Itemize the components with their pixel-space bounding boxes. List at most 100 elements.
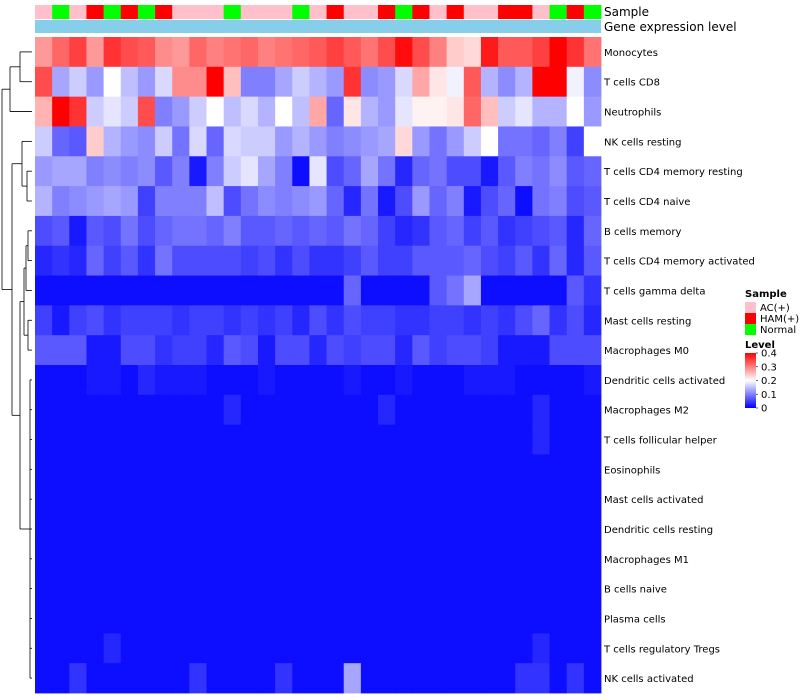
heatmap-cell <box>69 573 87 604</box>
heatmap-cell <box>86 186 105 217</box>
heatmap-cell <box>223 126 242 157</box>
heatmap-cell <box>155 37 173 68</box>
heatmap-cell <box>172 663 190 694</box>
heatmap-cell <box>583 663 602 694</box>
heatmap-cell <box>86 454 105 485</box>
heatmap-cell <box>120 66 139 98</box>
heatmap-cell <box>412 305 430 336</box>
heatmap-cell <box>549 663 568 694</box>
heatmap-cell <box>343 156 362 187</box>
level-legend-title: Level <box>745 340 775 351</box>
heatmap-cell <box>223 215 242 247</box>
heatmap-cell <box>309 215 327 247</box>
sample-annotation-cell <box>326 5 345 19</box>
heatmap-cell <box>120 186 139 217</box>
heatmap-cell <box>137 484 156 515</box>
heatmap-cell <box>446 394 465 426</box>
heatmap-cell <box>120 484 139 515</box>
heatmap-cell <box>412 424 430 455</box>
heatmap-cell <box>223 484 242 515</box>
heatmap-cell <box>223 454 242 485</box>
heatmap-cell <box>566 186 585 217</box>
heatmap-cell <box>52 573 70 604</box>
row-label: Macrophages M2 <box>604 406 689 417</box>
heatmap-cell <box>412 215 430 247</box>
heatmap-cell <box>120 156 139 187</box>
heatmap-cell <box>566 365 585 396</box>
sample-annotation-cell <box>189 5 207 19</box>
heatmap-cell <box>343 66 362 98</box>
heatmap-cell <box>292 514 310 545</box>
heatmap-cell <box>498 186 516 217</box>
heatmap-cell <box>498 245 516 276</box>
heatmap-cell <box>292 186 310 217</box>
heatmap-cell <box>240 186 259 217</box>
heatmap-cell <box>343 275 362 306</box>
heatmap-cell <box>480 543 499 575</box>
heatmap-cell <box>566 603 585 634</box>
heatmap-cell <box>155 514 173 545</box>
heatmap-cell <box>223 96 242 127</box>
heatmap-cell <box>240 96 259 127</box>
heatmap-cell <box>206 573 225 604</box>
heatmap-cell <box>446 663 465 694</box>
heatmap-cell <box>52 663 70 694</box>
heatmap-cell <box>206 305 225 336</box>
heatmap-cell <box>206 394 225 426</box>
level-tick-label: 0.4 <box>761 349 777 360</box>
heatmap-cell <box>240 663 259 694</box>
heatmap-cell <box>223 663 242 694</box>
heatmap-cell <box>549 156 568 187</box>
sample-annotation-cell <box>463 5 482 19</box>
heatmap-cell <box>412 365 430 396</box>
heatmap-cell <box>189 186 207 217</box>
heatmap-cell <box>343 335 362 366</box>
heatmap-cell <box>206 365 225 396</box>
heatmap-cell <box>52 484 70 515</box>
heatmap-cell <box>35 37 53 68</box>
heatmap-cell <box>498 424 516 455</box>
heatmap-cell <box>69 365 87 396</box>
heatmap-cell <box>326 215 345 247</box>
heatmap-cell <box>69 484 87 515</box>
heatmap-cell <box>549 215 568 247</box>
heatmap-cell <box>172 394 190 426</box>
heatmap-cell <box>378 37 396 68</box>
heatmap-cell <box>360 37 379 68</box>
heatmap-cell <box>35 66 53 98</box>
heatmap-cell <box>69 394 87 426</box>
heatmap-cell <box>275 275 293 306</box>
heatmap-cell <box>137 66 156 98</box>
heatmap-cell <box>480 394 499 426</box>
heatmap-cell <box>429 484 448 515</box>
heatmap-cell <box>52 365 70 396</box>
heatmap-cell <box>566 454 585 485</box>
heatmap-cell <box>360 186 379 217</box>
heatmap-cell <box>412 96 430 127</box>
heatmap-cell <box>206 37 225 68</box>
heatmap-cell <box>52 275 70 306</box>
heatmap-cell <box>446 454 465 485</box>
heatmap-cell <box>86 514 105 545</box>
heatmap-cell <box>309 663 327 694</box>
heatmap-cell <box>326 96 345 127</box>
heatmap-cell <box>480 245 499 276</box>
heatmap-cell <box>52 394 70 426</box>
heatmap-cell <box>35 573 53 604</box>
heatmap-cell <box>172 514 190 545</box>
heatmap-cell <box>532 275 550 306</box>
heatmap-cell <box>378 365 396 396</box>
heatmap-cell <box>566 424 585 455</box>
heatmap-cell <box>257 66 276 98</box>
heatmap-cell <box>155 275 173 306</box>
heatmap-cell <box>155 126 173 157</box>
heatmap-cell <box>103 633 122 664</box>
heatmap-cell <box>189 394 207 426</box>
heatmap-cell <box>566 514 585 545</box>
heatmap-cell <box>240 156 259 187</box>
sample-annotation-cell <box>52 5 70 19</box>
heatmap-cell <box>275 633 293 664</box>
heatmap-cell <box>155 454 173 485</box>
heatmap-cell <box>498 275 516 306</box>
heatmap-cell <box>463 514 482 545</box>
